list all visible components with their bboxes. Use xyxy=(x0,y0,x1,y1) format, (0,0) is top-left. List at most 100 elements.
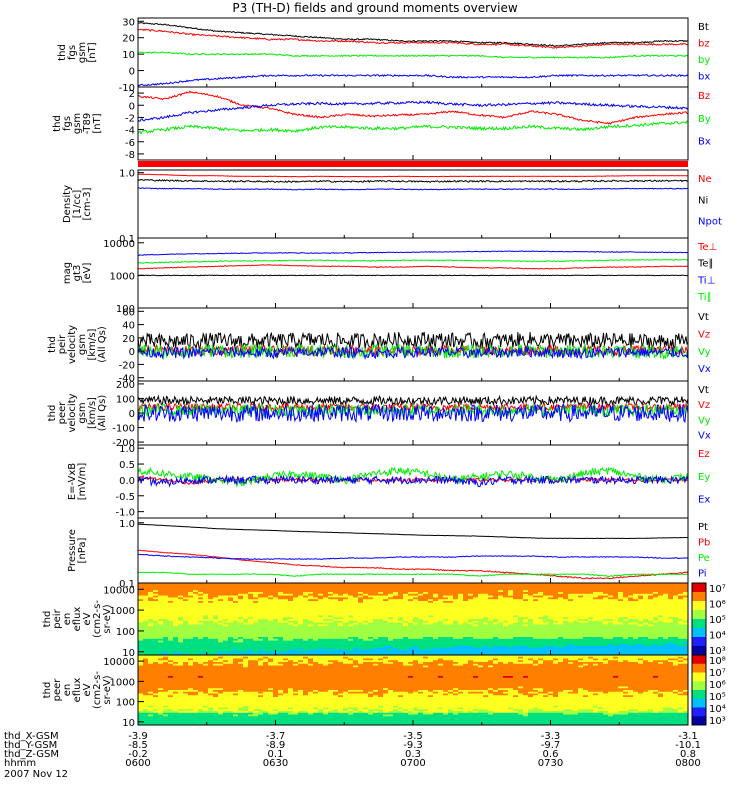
spectrogram-cell xyxy=(478,659,483,661)
spectrogram-cell xyxy=(468,637,473,639)
spectrogram-cell xyxy=(283,644,288,646)
spectrogram-cell xyxy=(473,610,478,612)
spectrogram-cell xyxy=(278,621,283,623)
spectrogram-cell xyxy=(263,639,268,641)
spectrogram-cell xyxy=(533,617,538,619)
spectrogram-cell xyxy=(678,599,683,601)
spectrogram-cell xyxy=(438,605,443,607)
spectrogram-cell xyxy=(643,648,648,650)
spectrogram-cell xyxy=(608,606,613,608)
spectrogram-cell xyxy=(363,626,368,628)
spectrogram-cell xyxy=(298,601,303,603)
spectrogram-cell xyxy=(388,624,393,626)
spectrogram-cell xyxy=(258,659,263,661)
spectrogram-cell xyxy=(268,633,273,635)
spectrogram-cell xyxy=(578,635,583,637)
spectrogram-cell xyxy=(263,635,268,637)
spectrogram-cell xyxy=(678,624,683,626)
spectrogram-cell xyxy=(383,615,388,617)
colorbar-tick-label: 10⁷ xyxy=(709,584,726,595)
spectrogram-cell xyxy=(283,630,288,632)
spectrogram-cell xyxy=(333,588,338,590)
spectrogram-cell xyxy=(458,648,463,650)
spectrogram-cell xyxy=(203,615,208,617)
spectrogram-cell xyxy=(313,587,318,589)
spectrogram-cell xyxy=(193,623,198,625)
spectrogram-cell xyxy=(248,635,253,637)
spectrogram-cell xyxy=(238,610,243,612)
spectrogram-cell xyxy=(153,592,158,594)
spectrogram-cell xyxy=(203,619,208,621)
spectrogram-cell xyxy=(618,585,623,587)
spectrogram-cell xyxy=(533,588,538,590)
spectrogram-cell xyxy=(418,635,423,637)
spectrogram-cell xyxy=(388,637,393,639)
spectrogram-cell xyxy=(553,648,558,650)
spectrogram-cell xyxy=(433,612,438,614)
spectrogram-cell xyxy=(243,601,248,603)
spectrogram-cell xyxy=(613,606,618,608)
spectrogram-cell xyxy=(298,657,303,659)
spectrogram-cell xyxy=(243,594,248,596)
spectrogram-cell xyxy=(613,650,618,652)
spectrogram-cell xyxy=(298,599,303,601)
spectrogram-cell xyxy=(423,659,428,661)
spectrogram-cell xyxy=(668,614,673,616)
spectrogram-cell xyxy=(348,635,353,637)
spectrogram-cell xyxy=(323,650,328,652)
spectrogram-cell xyxy=(203,603,208,605)
spectrogram-cell xyxy=(618,603,623,605)
spectrogram-cell xyxy=(518,594,523,596)
y-tick-label: 1000 xyxy=(110,271,135,282)
spectrogram-cell xyxy=(423,597,428,599)
spectrogram-cell xyxy=(293,612,298,614)
spectrogram-cell xyxy=(458,633,463,635)
spectrogram-cell xyxy=(598,617,603,619)
spectrogram-cell xyxy=(503,615,508,617)
spectrogram-cell xyxy=(598,592,603,594)
spectrogram-cell xyxy=(648,592,653,594)
spectrogram-cell xyxy=(573,646,578,648)
spectrogram-cell xyxy=(663,626,668,628)
spectrogram-cell xyxy=(653,639,658,641)
spectrogram-cell xyxy=(488,617,493,619)
legend-label: Te⊥ xyxy=(697,242,717,253)
spectrogram-cell xyxy=(448,632,453,634)
spectrogram-cell xyxy=(218,585,223,587)
spectrogram-cell xyxy=(238,637,243,639)
spectrogram-cell xyxy=(543,651,548,653)
spectrogram-cell xyxy=(583,633,588,635)
spectrogram-cell xyxy=(543,603,548,605)
spectrogram-cell xyxy=(348,628,353,630)
spectrogram-cell xyxy=(523,628,528,630)
spectrogram-cell xyxy=(653,646,658,648)
spectrogram-cell xyxy=(158,596,163,598)
spectrogram-cell xyxy=(238,624,243,626)
spectrogram-cell xyxy=(273,635,278,637)
spectrogram-cell xyxy=(433,624,438,626)
spectrogram-cell xyxy=(493,590,498,592)
spectrogram-cell xyxy=(638,606,643,608)
spectrogram-cell xyxy=(343,626,348,628)
y-axis-label: [eV] xyxy=(82,263,93,284)
spectrogram-cell xyxy=(393,617,398,619)
spectrogram-cell xyxy=(483,628,488,630)
spectrogram-cell xyxy=(588,639,593,641)
spectrogram-cell xyxy=(443,633,448,635)
spectrogram-cell xyxy=(188,612,193,614)
spectrogram-cell xyxy=(398,617,403,619)
spectrogram-cell xyxy=(598,612,603,614)
spectrogram-cell xyxy=(153,596,158,598)
legend-label: Te∥ xyxy=(697,259,714,270)
spectrogram-cell xyxy=(148,596,153,598)
spectrogram-cell xyxy=(548,626,553,628)
spectrogram-cell xyxy=(288,594,293,596)
spectrogram-cell xyxy=(408,621,413,623)
spectrogram-cell xyxy=(403,637,408,639)
spectrogram-cell xyxy=(213,605,218,607)
spectrogram-cell xyxy=(268,610,273,612)
spectrogram-cell xyxy=(313,619,318,621)
spectrogram-cell xyxy=(163,648,168,650)
spectrogram-cell xyxy=(633,601,638,603)
spectrogram-cell xyxy=(138,596,143,598)
